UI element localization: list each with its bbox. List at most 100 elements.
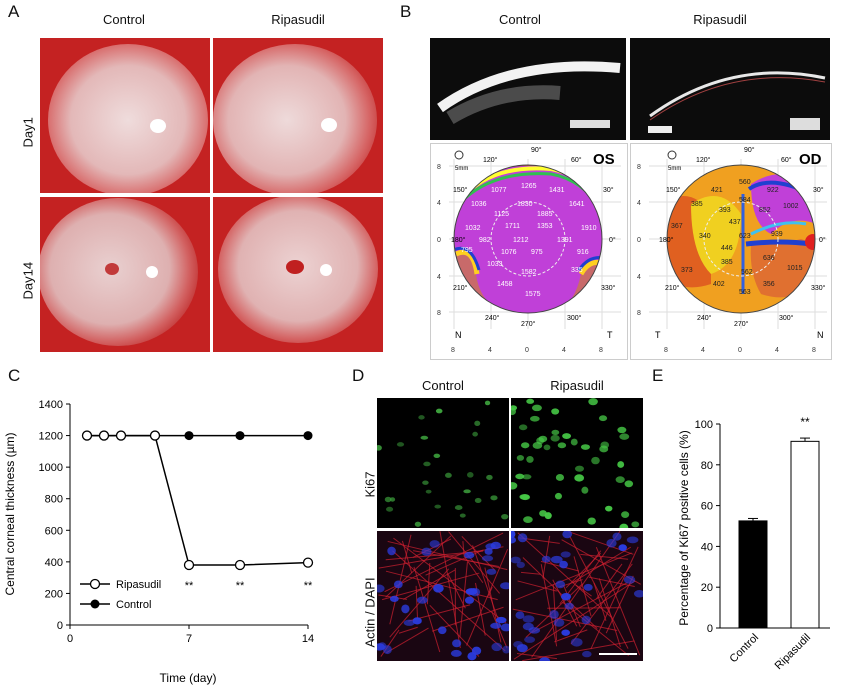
os-value: 1036	[471, 201, 487, 208]
ripasudil-point	[236, 561, 245, 570]
cell-nucleus	[490, 623, 501, 629]
cell-nucleus	[417, 597, 428, 604]
cornea-photo-control-day1	[40, 38, 210, 193]
actin-fiber	[547, 608, 620, 609]
cell-nucleus	[434, 454, 441, 458]
c-ytick-label: 400	[45, 557, 63, 569]
od-angle-300: 300°	[779, 314, 794, 322]
os-value: 1575	[525, 291, 541, 298]
od-angle-240: 240°	[697, 314, 712, 322]
cell-nucleus	[616, 476, 625, 483]
cell-nucleus	[518, 533, 528, 542]
cell-nucleus	[619, 524, 628, 528]
od-value: 636	[763, 255, 775, 262]
od-value: 437	[729, 219, 741, 226]
ki67-image-ripasudil	[511, 398, 643, 528]
cornea-photo-control-day14	[40, 197, 210, 352]
os-value: 335	[571, 267, 583, 274]
od-value: 446	[721, 245, 733, 252]
os-value: 1076	[501, 249, 517, 256]
cell-nucleus	[513, 641, 523, 648]
od-value: 563	[739, 289, 751, 296]
actin-dapi-image-ripasudil	[511, 531, 643, 661]
cell-nucleus	[533, 442, 543, 449]
bar-ripasudil	[791, 441, 819, 628]
ki67-image-control	[377, 398, 509, 528]
os-value: 975	[531, 249, 543, 256]
cell-nucleus	[511, 536, 516, 543]
od-value: 584	[739, 197, 751, 204]
cell-nucleus	[515, 474, 524, 480]
cell-nucleus	[542, 556, 551, 563]
cell-nucleus	[501, 624, 509, 632]
c-ytick-label: 1200	[39, 431, 63, 443]
cell-nucleus	[377, 445, 382, 451]
panel-label-b: B	[400, 2, 411, 22]
cell-nucleus	[523, 623, 534, 631]
magnifier-icon	[455, 151, 463, 159]
panel-d-row-ki67: Ki67	[363, 428, 378, 498]
od-value: 939	[771, 231, 783, 238]
os-angle-210: 210°	[453, 284, 468, 292]
cell-nucleus	[523, 615, 535, 622]
control-point	[304, 431, 313, 440]
cell-nucleus	[558, 442, 566, 448]
cell-nucleus	[549, 610, 559, 619]
cell-nucleus	[627, 537, 639, 544]
control-point	[236, 431, 245, 440]
os-value: 1265	[521, 183, 537, 190]
actin-fiber	[392, 551, 505, 651]
actin-dapi-image-control	[377, 531, 509, 661]
cell-nucleus	[544, 445, 551, 451]
os-angle-150: 150°	[453, 186, 468, 194]
cell-nucleus	[556, 474, 564, 481]
os-xtick: 4	[488, 347, 492, 354]
cell-nucleus	[530, 416, 540, 422]
cell-nucleus	[491, 542, 501, 549]
pachymetry-map-od: 90° 120° 60° 150° 30° 180° 0° 210° 330° …	[630, 143, 832, 360]
cell-nucleus	[397, 442, 404, 446]
os-ytick: 8	[437, 310, 441, 317]
os-temporal-label: T	[607, 330, 613, 340]
cell-nucleus	[490, 495, 497, 500]
cell-nucleus	[556, 581, 565, 589]
c-ytick-label: 0	[57, 620, 63, 632]
os-angle-60: 60°	[571, 156, 582, 164]
c-ytick-label: 200	[45, 588, 63, 600]
od-xtick: 0	[738, 347, 742, 354]
cell-nucleus	[486, 569, 496, 575]
cell-nucleus	[501, 514, 508, 519]
cell-nucleus	[619, 433, 629, 439]
panel-b-header-ripasudil: Ripasudil	[630, 12, 810, 27]
od-angle-270: 270°	[734, 320, 749, 328]
cell-nucleus	[551, 430, 559, 435]
cell-nucleus	[486, 475, 493, 480]
ripasudil-line	[87, 436, 308, 565]
cell-nucleus	[472, 432, 478, 437]
cornea-photo-ripasudil-day14	[213, 197, 383, 352]
actin-fiber	[599, 578, 620, 646]
os-xtick: 0	[525, 347, 529, 354]
cell-nucleus	[545, 512, 552, 519]
cell-nucleus	[551, 435, 560, 442]
os-value: 1830	[517, 201, 533, 208]
magnifier-icon	[668, 151, 676, 159]
cell-nucleus	[467, 472, 474, 478]
cornea-photo-ripasudil-day1	[213, 38, 383, 193]
os-value: 1711	[505, 223, 520, 230]
pachymetry-map-os: 90° 120° 60° 150° 30° 180° 0° 210° 330° …	[430, 143, 628, 360]
cell-nucleus	[517, 455, 524, 461]
os-value: 916	[577, 249, 589, 256]
cell-nucleus	[430, 540, 440, 548]
actin-fiber	[485, 568, 501, 643]
od-xtick: 8	[812, 347, 816, 354]
os-eye-label: OS	[593, 151, 615, 168]
os-xtick: 8	[451, 347, 455, 354]
actin-fiber	[554, 630, 587, 642]
cell-nucleus	[519, 494, 529, 500]
od-value: 1015	[787, 265, 803, 272]
os-nasal-label: N	[455, 330, 462, 340]
od-value: 373	[681, 267, 693, 274]
cell-nucleus	[466, 588, 478, 595]
actin-fiber	[518, 533, 611, 618]
